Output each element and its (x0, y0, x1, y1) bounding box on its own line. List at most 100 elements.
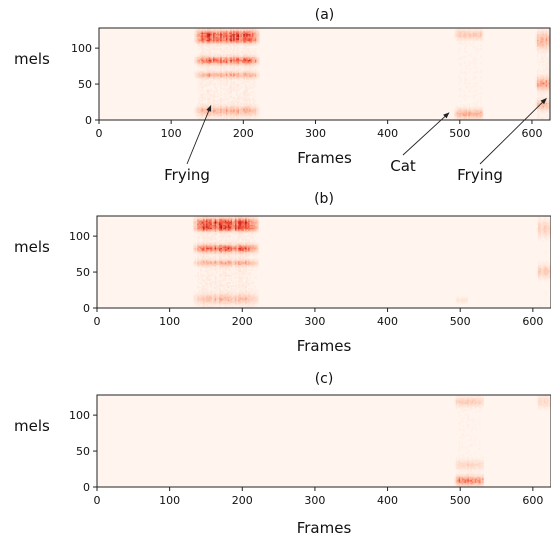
heatmap-cell (214, 224, 217, 227)
heatmap-cell (224, 241, 227, 244)
heatmap-cell (224, 94, 227, 96)
heatmap-cell (210, 266, 213, 269)
heatmap-cell (542, 36, 545, 39)
heatmap-cell (236, 59, 238, 62)
heatmap-cell (216, 306, 218, 308)
heatmap-cell (468, 28, 471, 30)
heatmap-cell (237, 107, 240, 109)
heatmap-cell (200, 63, 202, 66)
heatmap-cell (197, 276, 199, 279)
heatmap-cell (198, 302, 201, 304)
heatmap-cell (233, 68, 235, 70)
heatmap-cell (213, 292, 215, 294)
heatmap-cell (221, 264, 224, 267)
heatmap-cell (537, 102, 539, 105)
heatmap-cell (215, 95, 218, 98)
heatmap-cell (459, 28, 462, 30)
heatmap-cell (208, 293, 211, 296)
heatmap-cell (236, 226, 239, 228)
heatmap-cell (233, 251, 236, 254)
heatmap-cell (244, 97, 247, 99)
heatmap-cell (232, 306, 234, 308)
heatmap-cell (227, 42, 230, 45)
heatmap-cell (205, 42, 208, 45)
heatmap-cell (200, 72, 202, 75)
heatmap-cell (237, 69, 240, 72)
heatmap-cell (256, 75, 259, 78)
heatmap-cell (234, 75, 237, 78)
heatmap-cell (238, 36, 241, 39)
heatmap-cell (246, 112, 248, 115)
heatmap-cell (195, 29, 198, 32)
heatmap-cell (548, 71, 550, 73)
heatmap-cell (458, 88, 461, 91)
heatmap-cell (223, 267, 226, 270)
heatmap-cell (454, 33, 456, 36)
heatmap-cell (233, 250, 236, 253)
heatmap-cell (539, 78, 542, 81)
heatmap-cell (465, 117, 468, 119)
heatmap-cell (535, 38, 538, 40)
heatmap-cell (205, 254, 208, 257)
heatmap-cell (223, 95, 225, 98)
heatmap-cell (236, 53, 238, 56)
heatmap-cell (200, 253, 202, 256)
heatmap-cell (535, 45, 538, 47)
heatmap-cell (215, 30, 218, 33)
heatmap-cell (244, 40, 247, 43)
heatmap-cell (205, 71, 208, 73)
heatmap-cell (204, 62, 207, 65)
heatmap-cell (205, 72, 208, 75)
heatmap-cell (207, 58, 209, 60)
heatmap-cell (211, 68, 214, 70)
heatmap-cell (224, 251, 227, 254)
heatmap-cell (230, 65, 233, 68)
heatmap-cell (237, 226, 240, 228)
heatmap-cell (220, 292, 223, 294)
heatmap-cell (211, 230, 214, 233)
heatmap-cell (454, 117, 456, 119)
heatmap-cell (208, 264, 211, 267)
heatmap-cell (205, 283, 208, 286)
heatmap-cell (229, 303, 231, 306)
heatmap-cell (541, 49, 544, 52)
heatmap-cell (246, 108, 248, 111)
heatmap-cell (246, 30, 248, 33)
heatmap-cell (214, 112, 217, 115)
heatmap-cell (210, 45, 212, 47)
heatmap-cell (224, 55, 227, 58)
heatmap-cell (221, 69, 224, 72)
heatmap-cell (224, 305, 227, 307)
heatmap-cell (462, 72, 465, 75)
heatmap-cell (204, 39, 207, 42)
heatmap-cell (244, 66, 247, 69)
heatmap-cell (544, 48, 546, 50)
heatmap-cell (200, 109, 202, 112)
heatmap-cell (256, 40, 259, 43)
heatmap-cell (545, 84, 548, 86)
heatmap-cell (201, 65, 204, 68)
heatmap-cell (230, 296, 233, 299)
heatmap-cell (226, 61, 228, 63)
heatmap-cell (237, 286, 240, 289)
heatmap-cell (464, 48, 466, 50)
heatmap-cell (234, 88, 237, 91)
heatmap-cell (237, 264, 240, 267)
heatmap-cell (244, 61, 247, 63)
heatmap-cell (205, 297, 208, 300)
heatmap-cell (471, 118, 474, 120)
heatmap-cell (218, 84, 221, 86)
heatmap-cell (218, 68, 221, 70)
heatmap-cell (537, 98, 539, 101)
heatmap-cell (233, 118, 235, 120)
heatmap-cell (227, 91, 230, 93)
heatmap-cell (205, 36, 208, 39)
heatmap-cell (214, 69, 217, 72)
heatmap-cell (198, 249, 201, 251)
heatmap-cell (238, 111, 241, 114)
heatmap-cell (198, 295, 201, 297)
heatmap-cell (544, 89, 546, 92)
heatmap-cell (201, 246, 204, 248)
heatmap-cell (257, 75, 260, 78)
heatmap-cell (238, 46, 241, 49)
